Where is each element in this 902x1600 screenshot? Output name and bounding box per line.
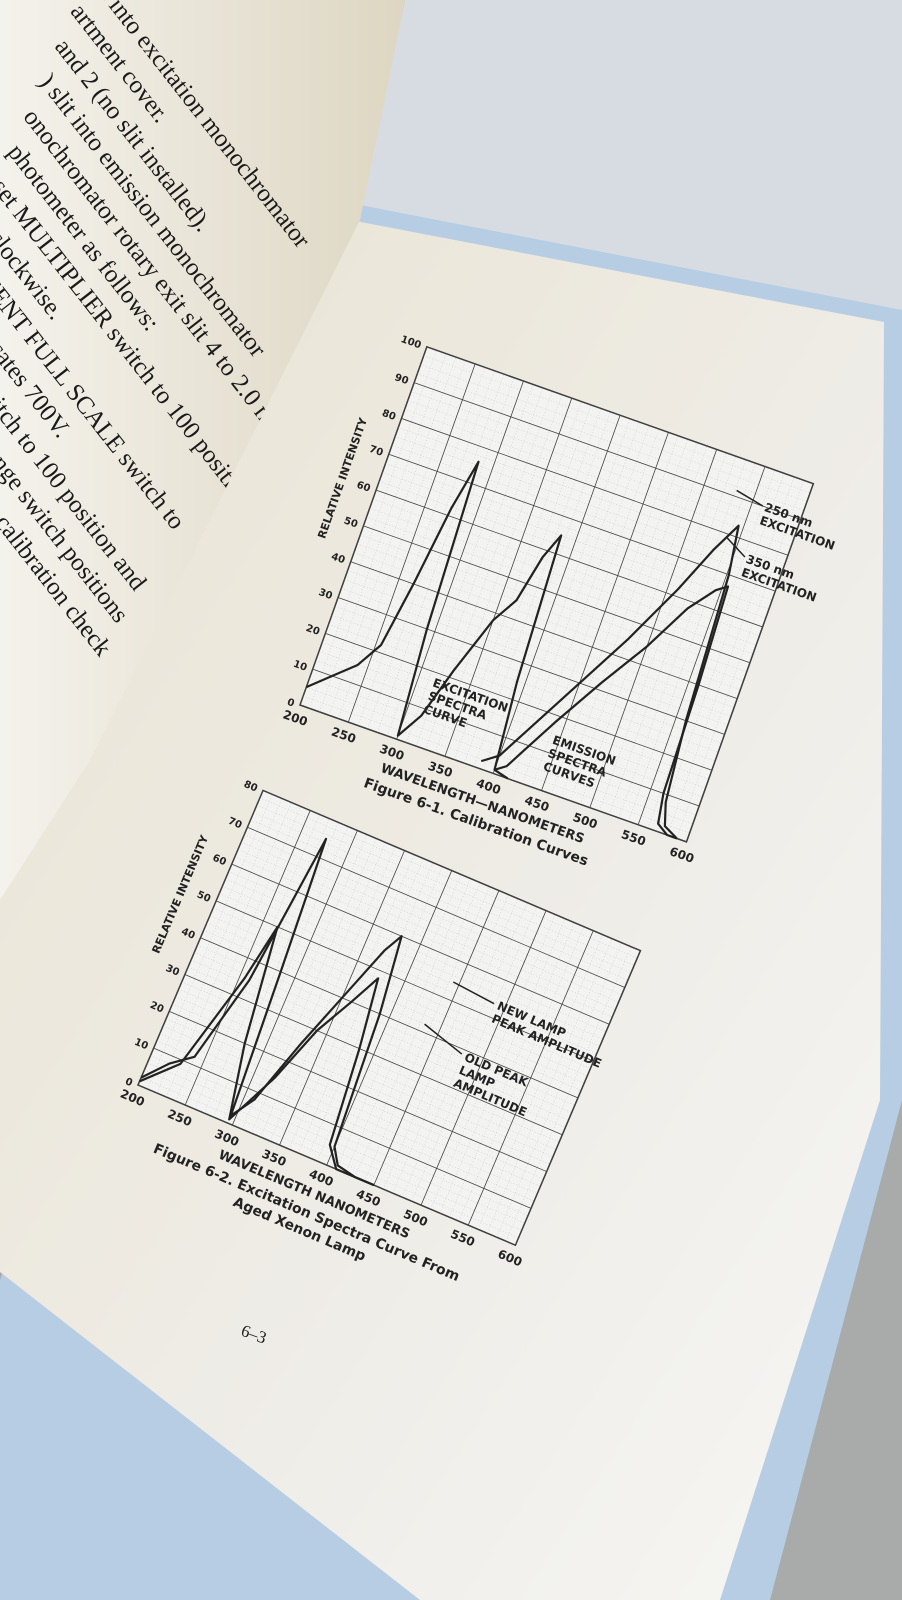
- grid-line: [350, 561, 738, 699]
- grid-line: [200, 937, 579, 1099]
- y-tick-label: 50: [195, 889, 212, 905]
- y-tick-label: 30: [164, 963, 181, 979]
- y-tick-label: 10: [292, 659, 309, 674]
- y-tick-label: 80: [242, 779, 259, 795]
- curve: [140, 837, 403, 1187]
- grid-line: [299, 704, 687, 843]
- y-tick-label: 10: [133, 1037, 150, 1053]
- curve: [494, 585, 730, 840]
- grid-line: [231, 863, 610, 1025]
- y-tick-label: 0: [123, 1076, 134, 1089]
- curve: [480, 524, 740, 840]
- y-tick-label: 30: [317, 587, 334, 602]
- curve: [305, 460, 563, 780]
- grid-line: [137, 1084, 516, 1246]
- grid-line: [388, 453, 776, 592]
- background: [360, 0, 902, 320]
- y-tick-label: 70: [226, 816, 243, 832]
- grid-line: [312, 668, 700, 807]
- grid-line: [426, 346, 814, 485]
- arrow: [424, 1023, 463, 1055]
- grid-line: [169, 1010, 547, 1172]
- grid-line: [153, 1047, 532, 1209]
- grid-line: [401, 418, 789, 556]
- y-tick-label: 90: [393, 372, 410, 387]
- y-tick-label: 40: [330, 551, 347, 566]
- arrow: [736, 489, 764, 507]
- grid-line: [325, 632, 712, 771]
- curve: [139, 925, 380, 1187]
- grid-line: [262, 790, 641, 952]
- grid-line: [337, 597, 725, 735]
- y-tick-label: 60: [355, 480, 372, 495]
- y-tick-label: 0: [285, 697, 295, 710]
- y-tick-label: 80: [380, 408, 397, 423]
- arrow: [726, 537, 746, 558]
- grid-line: [414, 382, 801, 520]
- y-tick-label: 20: [304, 623, 321, 638]
- grid-line: [363, 525, 751, 664]
- left-page: [0, 0, 405, 900]
- y-tick-label: 60: [211, 853, 228, 869]
- arrow: [452, 981, 495, 1005]
- y-tick-label: 40: [179, 926, 196, 942]
- grid-line: [247, 826, 625, 988]
- y-tick-label: 70: [368, 444, 385, 459]
- y-tick-label: 50: [342, 515, 359, 530]
- y-tick-label: 20: [148, 1000, 165, 1016]
- grid-line: [375, 489, 763, 628]
- grid-line: [184, 974, 563, 1136]
